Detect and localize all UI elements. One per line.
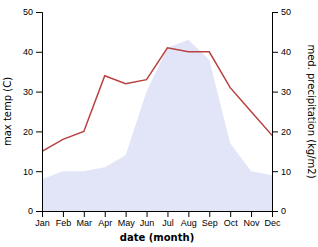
tick-label: 30 <box>23 87 33 97</box>
tick-mark <box>272 131 278 132</box>
tick: 10 <box>272 167 291 177</box>
tick-mark <box>36 52 42 53</box>
tick: Jul <box>162 211 174 228</box>
tick: Mar <box>77 211 93 228</box>
tick-mark <box>272 52 278 53</box>
x-axis: Jan Feb Mar Apr May Jun Jul Aug Sep Oct NovDec <box>35 211 281 228</box>
tick-mark <box>36 12 42 13</box>
tick-label: Aug <box>181 218 197 228</box>
tick-label: 40 <box>23 47 33 57</box>
chart: JanFebMarAprMayJunJulAugSepOctNovDec0102… <box>0 0 318 247</box>
tick: 40 <box>23 47 42 57</box>
tick-label: 20 <box>281 127 291 137</box>
tick-label: Feb <box>56 218 72 228</box>
tick-label: Apr <box>98 218 112 228</box>
tick-label: Oct <box>224 218 239 228</box>
tick-label: Sep <box>202 218 218 228</box>
tick-mark <box>251 211 252 217</box>
tick: 20 <box>272 127 291 137</box>
tick: Dec <box>264 211 281 228</box>
tick-label: 10 <box>23 167 33 177</box>
tick-label: 0 <box>28 206 33 216</box>
tick-label: Jun <box>140 218 155 228</box>
tick-mark <box>36 131 42 132</box>
tick-mark <box>147 211 148 217</box>
y-axis-line <box>36 13 43 212</box>
tick-label: 20 <box>23 127 33 137</box>
tick-mark <box>230 211 231 217</box>
tick: 0 <box>272 206 286 216</box>
tick: 30 <box>23 87 42 97</box>
tick-label: 0 <box>281 206 286 216</box>
temperature-line <box>42 48 272 151</box>
tick-label: 50 <box>23 7 33 17</box>
tick: Sep <box>202 211 218 228</box>
tick-label: 50 <box>281 7 291 17</box>
tick: 50 <box>23 7 42 17</box>
marks <box>42 40 272 211</box>
plot: JanFebMarAprMayJunJulAugSepOctNovDec0102… <box>23 7 291 228</box>
tick-label: Jul <box>162 218 174 228</box>
tick-label: 40 <box>281 47 291 57</box>
tick-mark <box>36 211 42 212</box>
tick-label: Jan <box>35 218 50 228</box>
tick-mark <box>126 211 127 217</box>
tick-mark <box>272 171 278 172</box>
tick-mark <box>188 211 189 217</box>
tick-mark <box>36 171 42 172</box>
tick-label: Nov <box>244 218 261 228</box>
y-axis: 0 10 20 30 40 50 <box>23 7 43 216</box>
tick: Apr <box>98 211 112 228</box>
tick-label: 30 <box>281 87 291 97</box>
tick: 50 <box>272 7 291 17</box>
tick-mark <box>84 211 85 217</box>
tick: 30 <box>272 87 291 97</box>
tick: 40 <box>272 47 291 57</box>
tick: 0 <box>28 206 42 216</box>
tick-mark <box>167 211 168 217</box>
tick-mark <box>209 211 210 217</box>
tick: Feb <box>56 211 72 228</box>
tick-mark <box>105 211 106 217</box>
tick-label: Mar <box>77 218 93 228</box>
tick: 10 <box>23 167 42 177</box>
tick: Oct <box>224 211 239 228</box>
tick-mark <box>63 211 64 217</box>
tick-mark <box>36 92 42 93</box>
tick: Aug <box>181 211 197 228</box>
tick-mark <box>272 12 278 13</box>
tick-mark <box>272 211 278 212</box>
tick-label: May <box>118 218 136 228</box>
tick: May <box>118 211 136 228</box>
tick: 20 <box>23 127 42 137</box>
tick-label: Dec <box>264 218 281 228</box>
tick: Jan <box>35 211 50 228</box>
y2-axis-title: med. precipitation (kg/m2) <box>306 44 317 178</box>
tick-mark <box>272 92 278 93</box>
tick: Nov <box>244 211 261 228</box>
tick-label: 10 <box>281 167 291 177</box>
y2-axis: 0 10 20 30 40 50 <box>272 7 291 216</box>
x-axis-title: date (month) <box>120 232 194 243</box>
precipitation-area <box>42 40 272 211</box>
tick: Jun <box>140 211 155 228</box>
x-axis-line <box>43 212 273 218</box>
y2-axis-line <box>273 13 279 212</box>
y-axis-title: max temp (C) <box>2 77 13 146</box>
